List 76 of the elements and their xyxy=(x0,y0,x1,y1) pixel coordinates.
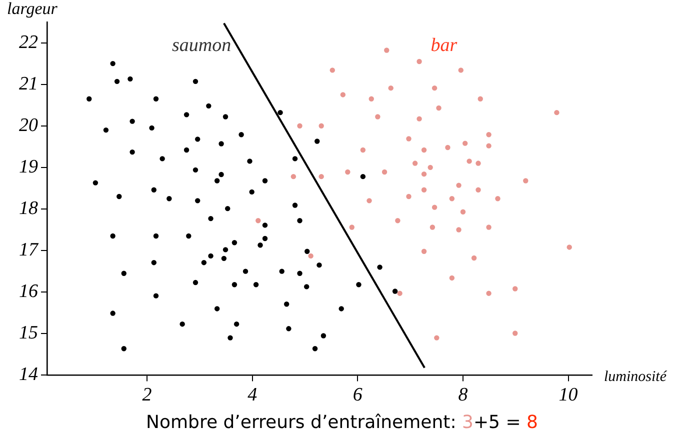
point xyxy=(471,255,477,261)
point xyxy=(388,85,394,91)
point xyxy=(495,196,500,202)
point xyxy=(432,85,438,91)
y-tick-label: 15 xyxy=(19,322,38,344)
point xyxy=(421,248,427,254)
point xyxy=(460,209,466,214)
point xyxy=(384,48,390,53)
x-tick-label: 4 xyxy=(248,384,258,406)
series-label: saumon xyxy=(172,35,232,56)
point xyxy=(466,158,472,164)
point xyxy=(486,224,492,230)
point xyxy=(366,198,372,204)
x-tick-label: 6 xyxy=(352,384,363,406)
y-tick-label: 22 xyxy=(19,32,38,53)
point xyxy=(421,147,427,153)
point xyxy=(416,116,422,122)
x-axis-title: luminosité xyxy=(604,369,668,386)
point xyxy=(445,144,450,150)
point xyxy=(436,105,442,111)
y-tick-label: 19 xyxy=(19,156,38,178)
y-tick-label: 18 xyxy=(19,198,38,219)
point xyxy=(512,286,518,292)
point xyxy=(434,335,440,340)
x-tick-label: 2 xyxy=(142,384,152,406)
point xyxy=(290,174,296,180)
x-tick-label: 10 xyxy=(558,384,578,406)
point xyxy=(476,187,481,192)
point xyxy=(318,174,324,180)
y-tick-label: 20 xyxy=(19,114,38,136)
point xyxy=(430,224,436,230)
point xyxy=(421,171,427,177)
point xyxy=(412,160,418,166)
x-tick-label: 8 xyxy=(458,384,468,406)
point xyxy=(458,68,464,73)
point xyxy=(256,218,261,224)
point xyxy=(566,244,572,250)
y-tick-label: 17 xyxy=(19,240,40,261)
point xyxy=(308,253,314,259)
point xyxy=(428,164,433,170)
point xyxy=(395,218,400,224)
point xyxy=(449,275,455,281)
point xyxy=(368,96,374,102)
point xyxy=(512,330,518,336)
point xyxy=(297,123,302,128)
point xyxy=(318,123,324,128)
point xyxy=(330,68,335,73)
point xyxy=(375,114,380,120)
point xyxy=(456,182,462,188)
point xyxy=(449,196,455,202)
point xyxy=(476,160,481,166)
point xyxy=(554,110,560,116)
point xyxy=(406,194,412,200)
point xyxy=(456,227,462,232)
point xyxy=(349,224,354,230)
y-tick-label: 21 xyxy=(19,73,38,94)
point xyxy=(406,136,412,142)
y-tick-label: 16 xyxy=(19,281,38,302)
point xyxy=(462,140,468,146)
point xyxy=(421,187,427,192)
point xyxy=(486,132,492,138)
point xyxy=(486,143,492,148)
point xyxy=(340,92,346,98)
y-tick-label: 14 xyxy=(19,364,38,386)
point xyxy=(382,169,388,175)
point xyxy=(432,204,438,210)
point xyxy=(416,58,422,64)
point xyxy=(397,290,402,296)
point xyxy=(523,178,528,184)
series-label: bar xyxy=(430,35,458,56)
point xyxy=(486,290,492,296)
point xyxy=(478,96,483,102)
y-axis-title: largeur xyxy=(7,0,58,18)
point xyxy=(345,169,350,175)
text: Nombre d’erreurs d’entraînement: 3+5 = 8 xyxy=(146,412,538,433)
point xyxy=(360,147,366,153)
